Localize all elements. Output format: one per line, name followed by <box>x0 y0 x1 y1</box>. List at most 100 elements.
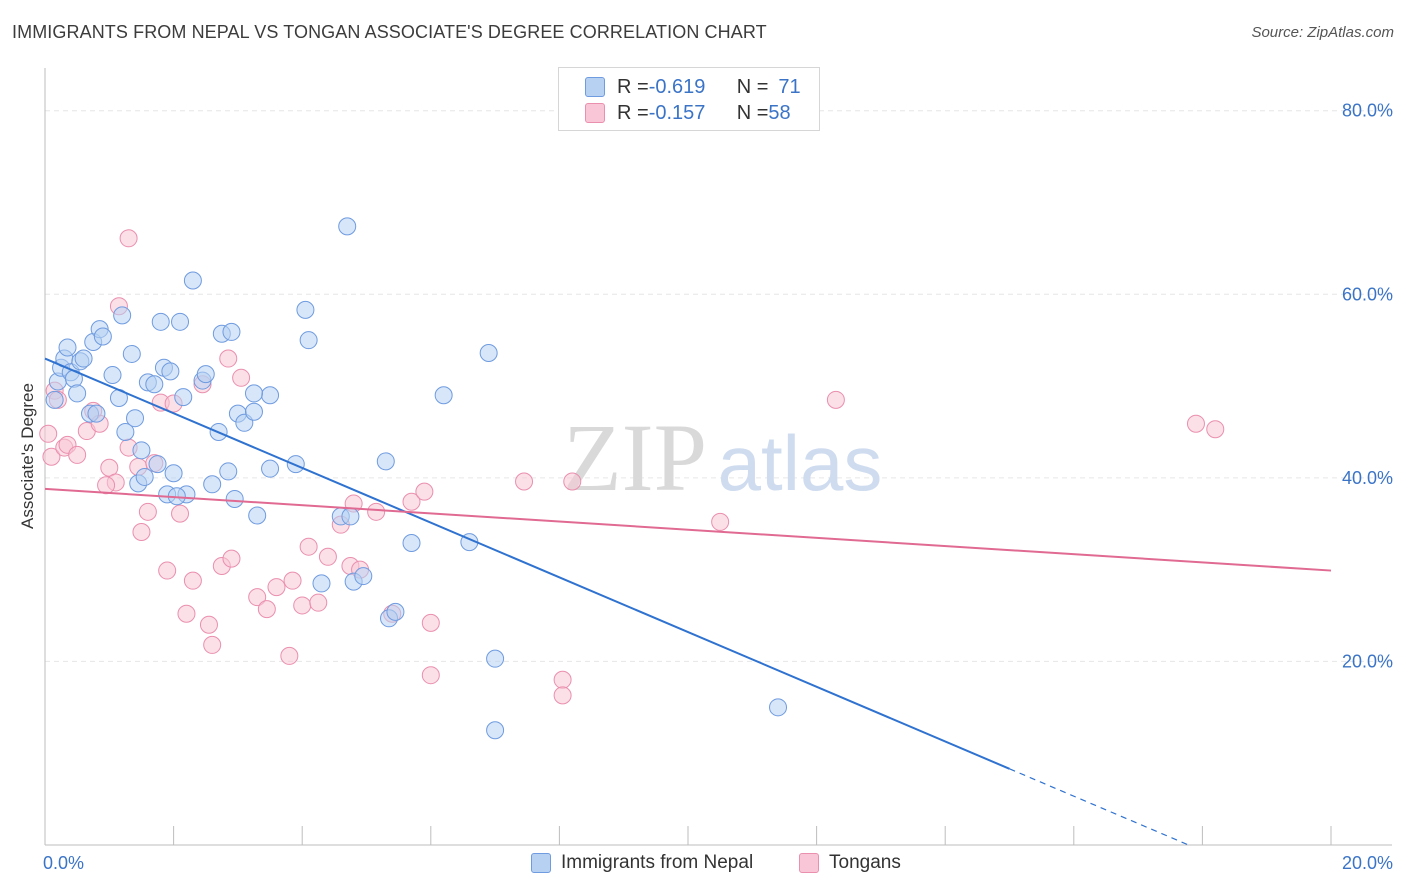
tongan-point <box>711 512 730 531</box>
tongan-point <box>367 502 386 521</box>
bottom-legend-label-nepal: Immigrants from Nepal <box>561 852 754 873</box>
nepal-point <box>225 489 244 508</box>
y-tick-label: 80.0% <box>1342 101 1393 121</box>
x-tick-label: 0.0% <box>43 853 84 873</box>
tongan-point <box>283 571 302 590</box>
nepal-point <box>103 366 122 385</box>
nepal-point <box>261 386 280 405</box>
nepal-point <box>183 271 202 290</box>
tongan-point <box>826 390 845 409</box>
tongan-point <box>415 482 434 501</box>
nepal-point <box>174 388 193 407</box>
nepal-point <box>203 475 222 494</box>
bottom-legend-label-tongan: Tongans <box>829 852 901 873</box>
bottom-legend-tongan: Tongans <box>799 852 901 874</box>
nepal-point <box>58 338 77 357</box>
tongan-point <box>42 447 61 466</box>
nepal-point <box>261 459 280 478</box>
nepal-point <box>74 349 93 368</box>
tongan-point <box>68 445 87 464</box>
nepal-trend-extension <box>1009 768 1189 846</box>
tongan-point <box>171 504 190 523</box>
tongan-point <box>309 593 328 612</box>
nepal-point <box>479 344 498 363</box>
nepal-point <box>93 327 112 346</box>
grid-lines <box>45 110 1392 662</box>
nepal-point <box>248 506 267 525</box>
legend-swatch-tongan <box>585 103 605 123</box>
nepal-point <box>68 384 87 403</box>
nepal-point <box>196 365 215 384</box>
nepal-point <box>151 312 170 331</box>
y-axis-label: Associate's Degree <box>18 383 37 529</box>
nepal-point <box>122 344 141 363</box>
y-tick-label: 60.0% <box>1342 284 1393 304</box>
nepal-point <box>769 698 788 717</box>
tongan-point <box>257 600 276 619</box>
tongan-point <box>222 549 241 568</box>
tongan-point <box>97 476 116 495</box>
legend-n-label: N = <box>736 75 769 98</box>
legend-row-tongan: R = -0.157 N = 58 <box>559 100 791 126</box>
legend-r-value: -0.157 <box>648 101 706 124</box>
nepal-point <box>126 409 145 428</box>
tongan-point <box>553 686 572 705</box>
tongan-point <box>553 670 572 689</box>
nepal-point <box>341 507 360 526</box>
tongan-point <box>183 571 202 590</box>
tongan-point <box>248 588 267 607</box>
chart-title: IMMIGRANTS FROM NEPAL VS TONGAN ASSOCIAT… <box>12 22 767 42</box>
nepal-point <box>164 464 183 483</box>
tongan-point <box>515 472 534 491</box>
nepal-point <box>386 602 405 621</box>
legend-swatch-nepal <box>585 77 605 97</box>
tongan-point <box>119 229 138 248</box>
legend-r-label: R = <box>617 75 649 98</box>
nepal-point <box>148 455 167 474</box>
tongan-point <box>1186 414 1205 433</box>
tongan-point <box>421 666 440 685</box>
nepal-point <box>312 574 331 593</box>
tongan-point <box>421 613 440 632</box>
tick-labels: 20.0% 40.0% 60.0% 80.0% 0.0% 20.0% <box>43 101 1393 873</box>
tongan-point <box>199 615 218 634</box>
nepal-point <box>219 462 238 481</box>
bottom-swatch-tongan <box>799 853 819 873</box>
nepal-point <box>244 402 263 421</box>
nepal-point <box>171 312 190 331</box>
tongan-point <box>299 537 318 556</box>
tongan-point <box>219 349 238 368</box>
tongan-point <box>402 492 421 511</box>
nepal-point <box>145 375 164 394</box>
legend-n-label: N = <box>736 101 769 124</box>
legend-r-value: -0.619 <box>648 75 706 98</box>
nepal-point <box>244 384 263 403</box>
nepal-point <box>132 441 151 460</box>
legend-r-label: R = <box>617 101 649 124</box>
legend-n-value: 71 <box>778 75 801 98</box>
tongan-point <box>158 561 177 580</box>
x-tick-label: 20.0% <box>1342 853 1393 873</box>
nepal-point <box>113 306 132 325</box>
legend-n-value: 58 <box>768 101 791 124</box>
y-tick-label: 20.0% <box>1342 651 1393 671</box>
tongan-point <box>138 502 157 521</box>
bottom-swatch-nepal <box>531 853 551 873</box>
nepal-point <box>354 567 373 586</box>
legend: R = -0.619 N = 71 R = -0.157 N = 58 <box>558 67 820 131</box>
y-tick-label: 40.0% <box>1342 468 1393 488</box>
bottom-legend-nepal: Immigrants from Nepal <box>531 852 753 874</box>
nepal-points <box>45 217 788 740</box>
nepal-point <box>338 217 357 236</box>
tongan-point <box>267 578 286 597</box>
tongan-point <box>132 523 151 542</box>
nepal-point <box>402 534 421 553</box>
source-label: Source: ZipAtlas.com <box>1251 24 1394 41</box>
nepal-point <box>296 300 315 319</box>
nepal-trend-line <box>44 357 1010 770</box>
nepal-point <box>45 390 64 409</box>
nepal-point <box>286 455 305 474</box>
trend-lines <box>44 357 1332 846</box>
tongan-point <box>293 596 312 615</box>
tongan-point <box>280 646 299 665</box>
